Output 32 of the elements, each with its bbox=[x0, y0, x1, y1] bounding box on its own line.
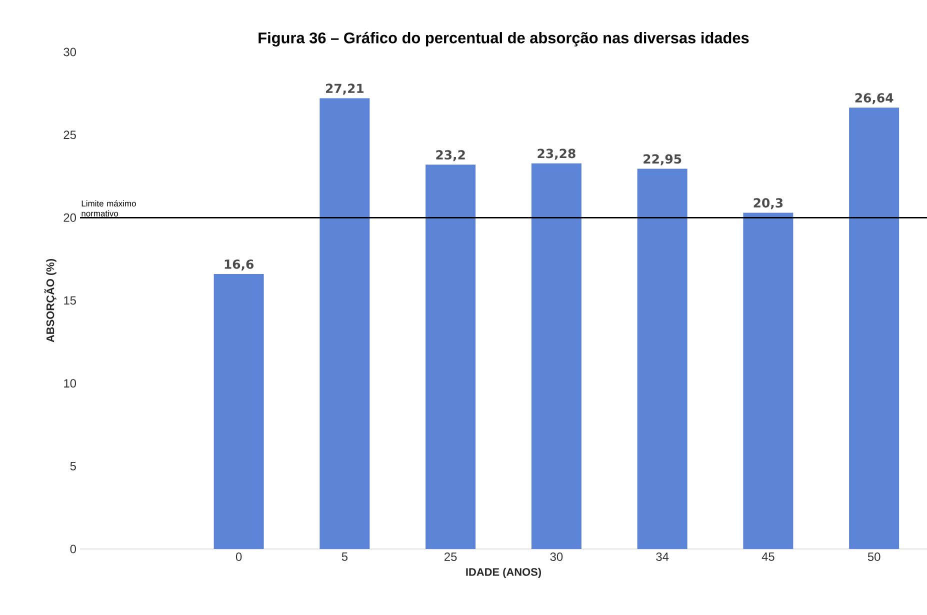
x-tick-label: 25 bbox=[444, 552, 457, 561]
data-label: 26,64 bbox=[855, 93, 894, 104]
bar bbox=[531, 163, 582, 549]
y-tick-label: 15 bbox=[64, 296, 76, 305]
data-label: 22,95 bbox=[644, 154, 682, 166]
x-tick-label: 0 bbox=[236, 552, 242, 561]
data-label: 23,28 bbox=[538, 148, 576, 160]
x-axis-title: IDADE (ANOS) bbox=[466, 568, 541, 578]
bar bbox=[320, 98, 370, 549]
y-axis-title: ABSORÇÃO (%) bbox=[44, 259, 56, 342]
y-tick-label: 20 bbox=[64, 213, 76, 222]
y-tick-label: 0 bbox=[70, 544, 76, 554]
x-tick-label: 30 bbox=[550, 552, 563, 561]
x-tick-label: 5 bbox=[342, 552, 348, 561]
x-tick-label: 45 bbox=[762, 552, 774, 561]
data-label: 23,2 bbox=[436, 150, 465, 162]
y-tick-label: 5 bbox=[70, 462, 76, 470]
bar bbox=[214, 274, 264, 549]
y-tick-label: 30 bbox=[64, 48, 76, 56]
ref-line-label: Limite máximo normativo bbox=[82, 200, 136, 216]
bar bbox=[743, 212, 794, 549]
data-label: 27,21 bbox=[326, 84, 364, 95]
y-tick-label: 25 bbox=[64, 130, 76, 140]
bar bbox=[426, 164, 476, 549]
x-tick-label: 50 bbox=[868, 552, 880, 561]
y-tick-label: 10 bbox=[64, 379, 76, 388]
bar bbox=[637, 168, 688, 549]
chart-title: Figura 36 – Gráfico do percentual de absorção nas diversas idades bbox=[258, 32, 749, 46]
data-label: 20,3 bbox=[754, 198, 783, 210]
data-label: 16,6 bbox=[224, 259, 254, 270]
x-tick-label: 34 bbox=[656, 552, 669, 561]
bar bbox=[849, 108, 900, 549]
